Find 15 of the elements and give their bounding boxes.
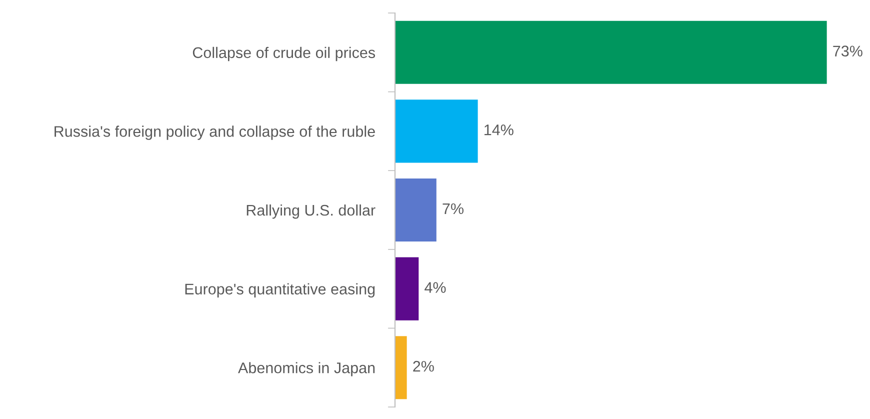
bar <box>395 336 407 400</box>
y-tick-label: Collapse of crude oil prices <box>192 46 376 62</box>
y-tick-label: Europe's quantitative easing <box>185 283 375 298</box>
data-label: 4% <box>424 282 446 293</box>
bar <box>395 20 827 84</box>
bar <box>395 178 436 242</box>
data-label: 7% <box>442 203 464 214</box>
y-tick-label: Russia's foreign policy and collapse of the ruble <box>54 126 375 140</box>
data-label: 73% <box>833 46 862 56</box>
y-tick-label: Rallying U.S. dollar <box>246 204 376 219</box>
bar <box>395 100 478 163</box>
y-tick-label: Abenomics in Japan <box>238 362 375 376</box>
data-label: 14% <box>484 124 514 136</box>
bar <box>395 257 419 320</box>
data-label: 2% <box>413 360 434 372</box>
